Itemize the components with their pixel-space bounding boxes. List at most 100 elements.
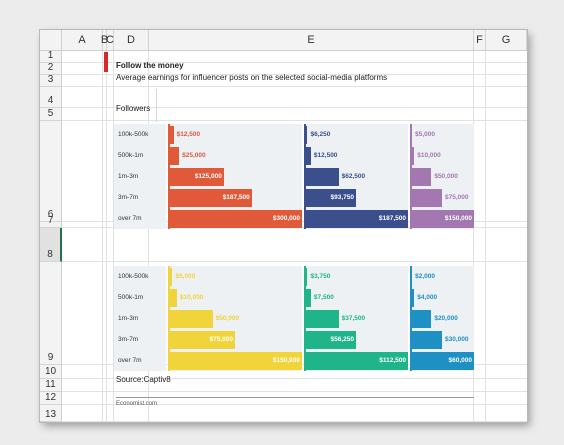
source-note: Source:Captiv8 <box>116 375 171 384</box>
gridline-col <box>473 51 474 422</box>
data-label: $10,000 <box>417 151 441 159</box>
row-header-6[interactable]: 6 <box>40 121 62 222</box>
data-bar <box>168 167 224 186</box>
data-bar <box>168 330 235 349</box>
data-label: $25,000 <box>182 151 206 159</box>
data-label: $12,500 <box>313 151 338 159</box>
data-label: $75,000 <box>209 335 234 343</box>
data-bar <box>410 351 474 370</box>
data-bar <box>304 267 308 286</box>
gridline-row <box>62 404 527 405</box>
chart-title: Follow the money <box>116 61 184 70</box>
category-label: 500k-1m <box>118 294 144 301</box>
gridline-row <box>62 378 527 379</box>
data-bar <box>304 188 356 207</box>
gridline-col <box>485 51 486 422</box>
data-label: $300,000 <box>272 214 300 222</box>
column-header-d[interactable]: D <box>114 30 149 51</box>
category-label: over 7m <box>118 357 142 364</box>
category-label: 500k-1m <box>118 152 144 159</box>
category-label: 100k-500k <box>118 131 149 138</box>
category-label: 3m-7m <box>118 194 139 201</box>
gridline-row <box>62 421 527 422</box>
column-header-b[interactable]: B <box>101 30 108 51</box>
data-bar <box>410 267 413 286</box>
data-label: $3,750 <box>310 272 331 280</box>
gridline-row <box>62 391 527 392</box>
data-bar <box>304 330 356 349</box>
gridline-row <box>62 62 527 63</box>
data-label: $10,000 <box>179 293 204 301</box>
gridline-col <box>148 51 149 422</box>
data-bar <box>304 125 308 144</box>
data-label: $187,500 <box>378 214 406 222</box>
data-bar <box>168 309 213 328</box>
row-header-1[interactable]: 1 <box>40 50 62 63</box>
data-label: $93,750 <box>330 193 355 201</box>
data-bar <box>410 209 474 228</box>
gridline-col <box>102 51 103 422</box>
data-label: $5,000 <box>175 272 196 280</box>
row-header-4[interactable]: 4 <box>40 87 62 108</box>
row-header-3[interactable]: 3 <box>40 74 62 87</box>
data-bar <box>410 309 432 328</box>
data-bar <box>304 146 311 165</box>
data-bar <box>168 267 173 286</box>
chart-subtitle: Average earnings for influencer posts on… <box>116 73 388 82</box>
row-header-13[interactable]: 13 <box>40 405 62 422</box>
row-header-11[interactable]: 11 <box>40 379 62 392</box>
data-bar <box>168 288 177 307</box>
data-bar <box>168 351 302 370</box>
data-bar <box>168 209 302 228</box>
gridline-row <box>62 120 527 121</box>
data-bar <box>304 309 339 328</box>
row-header-8[interactable]: 8 <box>40 228 62 262</box>
data-label: $187,500 <box>222 193 250 201</box>
row-header-12[interactable]: 12 <box>40 392 62 405</box>
row-header-2[interactable]: 2 <box>40 62 62 75</box>
data-label: $50,000 <box>434 172 458 180</box>
row-header-7[interactable]: 7 <box>40 215 62 228</box>
footer-rule <box>116 397 474 398</box>
data-bar <box>304 351 408 370</box>
select-all-corner[interactable] <box>40 30 62 51</box>
gridline-col <box>113 51 114 422</box>
data-label: $5,000 <box>415 130 436 138</box>
category-label: 3m-7m <box>118 336 139 343</box>
category-label: 1m-3m <box>118 173 139 180</box>
data-label: $60,000 <box>448 356 473 364</box>
data-label: $75,000 <box>445 193 469 201</box>
data-bar <box>304 288 311 307</box>
data-label: $12,500 <box>176 130 201 138</box>
data-bar <box>410 188 442 207</box>
data-label: $125,000 <box>194 172 222 180</box>
followers-header: Followers <box>116 104 151 113</box>
column-header-f[interactable]: F <box>474 30 486 51</box>
data-label: $56,250 <box>330 335 355 343</box>
data-bar <box>410 330 442 349</box>
data-label: $7,500 <box>313 293 334 301</box>
column-header-g[interactable]: G <box>486 30 527 51</box>
data-bar <box>410 125 413 144</box>
column-header-c[interactable]: C <box>106 30 114 51</box>
row-header-10[interactable]: 10 <box>40 365 62 379</box>
gridline-row <box>62 74 527 75</box>
row-header-9[interactable]: 9 <box>40 262 62 365</box>
accent-bar <box>104 52 108 72</box>
category-label: 1m-3m <box>118 315 139 322</box>
column-header-e[interactable]: E <box>149 30 474 51</box>
data-label: $62,500 <box>341 172 366 180</box>
gridline-row <box>62 261 527 262</box>
data-bar <box>410 288 415 307</box>
data-label: $50,000 <box>215 314 240 322</box>
column-header-a[interactable]: A <box>62 30 103 51</box>
data-label: $150,000 <box>444 214 472 222</box>
data-bar <box>168 188 252 207</box>
gridline-row <box>62 86 527 87</box>
data-bar <box>410 146 415 165</box>
data-label: $20,000 <box>434 314 458 322</box>
data-label: $4,000 <box>417 293 438 301</box>
row-header-5[interactable]: 5 <box>40 108 62 121</box>
data-label: $30,000 <box>445 335 469 343</box>
